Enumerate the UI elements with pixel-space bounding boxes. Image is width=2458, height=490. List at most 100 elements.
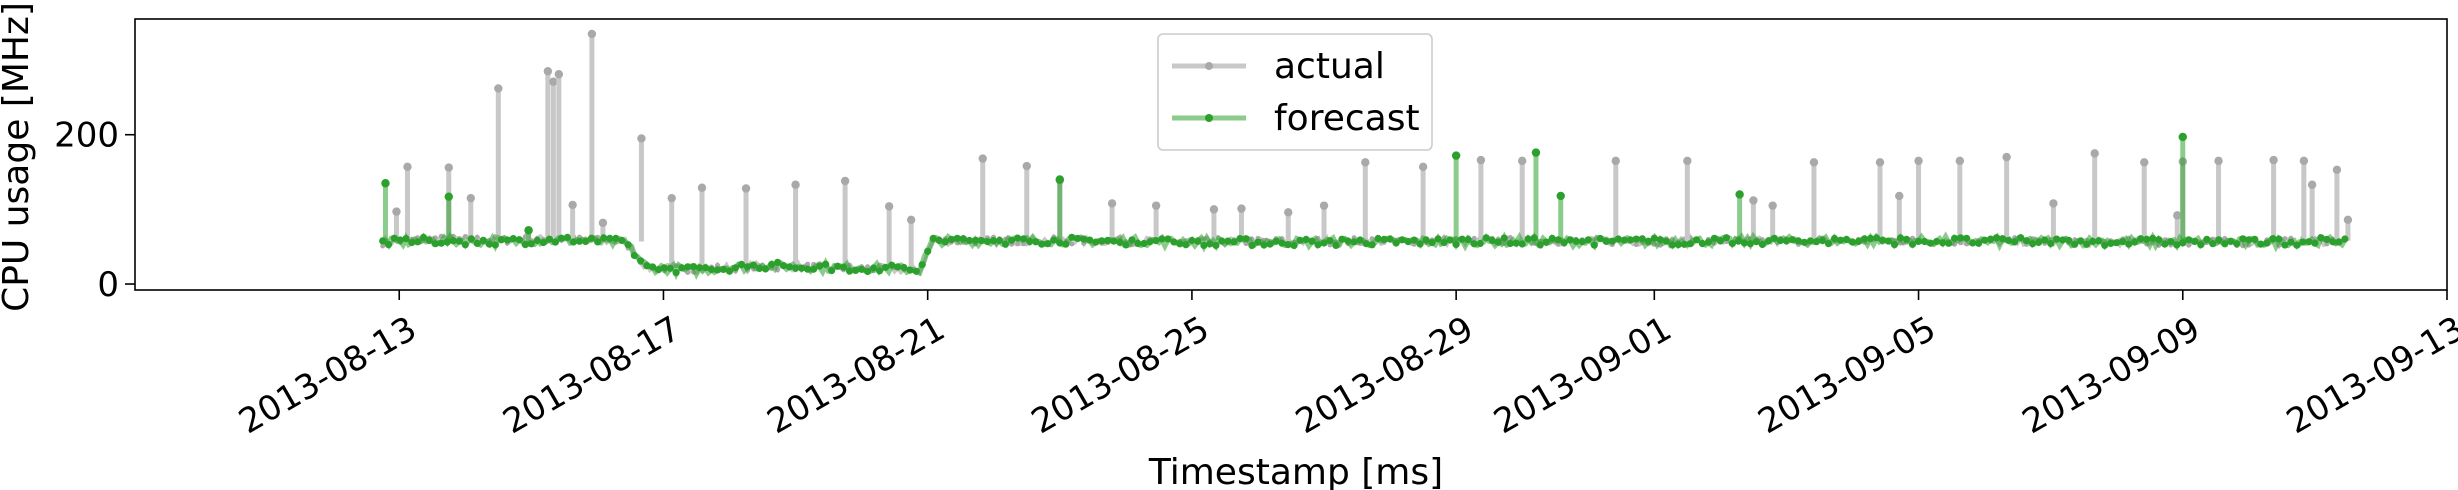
series-forecast-baseline-point — [1068, 233, 1076, 241]
series-layer — [379, 29, 2353, 281]
series-forecast-baseline-point — [2059, 236, 2067, 244]
series-forecast-baseline-point — [1062, 240, 1070, 248]
series-forecast-baseline-point — [1362, 240, 1370, 248]
series-forecast-baseline-point — [618, 236, 626, 245]
series-forecast-baseline-point — [588, 234, 596, 242]
series-forecast-baseline-point — [1128, 236, 1136, 244]
series-forecast-baseline-point — [2197, 241, 2205, 249]
series-forecast-baseline-point — [1152, 237, 1160, 245]
series-forecast-baseline-point — [1656, 236, 1664, 244]
series-forecast-baseline-point — [2227, 237, 2235, 245]
series-forecast-spike-point — [1451, 151, 1461, 160]
series-forecast-baseline-point — [1536, 241, 1544, 249]
series-actual-spike-point — [392, 207, 401, 216]
series-forecast-baseline-point — [816, 262, 824, 270]
series-actual-baseline-point — [462, 234, 468, 239]
series-forecast-baseline-point — [1644, 237, 1652, 245]
series-forecast-baseline-point — [1626, 236, 1634, 244]
series-forecast-baseline-point — [2305, 238, 2313, 246]
series-forecast-baseline-point — [1398, 236, 1406, 244]
series-forecast-baseline-point — [1320, 239, 1328, 247]
series-actual-spike-point — [2299, 156, 2309, 166]
series-forecast-baseline-point — [737, 260, 746, 268]
series-forecast-baseline-point — [1800, 238, 1808, 246]
series-forecast-baseline-point — [1176, 240, 1184, 248]
series-forecast-baseline-point — [810, 265, 818, 273]
series-forecast-baseline-point — [1638, 235, 1646, 243]
series-forecast-baseline-point — [521, 241, 529, 249]
series-forecast-baseline-point — [1884, 237, 1893, 245]
series-forecast-baseline-point — [1920, 237, 1929, 246]
series-forecast-baseline-point — [695, 264, 704, 272]
series-forecast-baseline-point — [2125, 240, 2133, 248]
series-actual-baseline-point — [1015, 241, 1021, 247]
series-forecast-baseline-point — [1824, 240, 1833, 248]
series-forecast-baseline-point — [455, 237, 463, 245]
series-forecast-baseline-point — [1020, 235, 1028, 243]
series-forecast-baseline-point — [1836, 236, 1845, 244]
series-forecast-baseline-point — [1488, 236, 1496, 245]
series-forecast-baseline-point — [408, 238, 416, 247]
series-forecast-spike-point — [1556, 191, 1565, 201]
series-forecast-baseline-point — [2335, 238, 2343, 246]
series-forecast-baseline-point — [624, 241, 632, 249]
series-forecast-baseline-point — [1518, 240, 1526, 248]
x-tick-label: 2013-08-17 — [496, 309, 687, 442]
series-actual-spike-point — [549, 77, 558, 86]
series-forecast-baseline-point — [431, 240, 439, 248]
series-forecast-baseline-point — [503, 236, 511, 244]
series-forecast-baseline-point — [2173, 241, 2181, 249]
series-forecast-baseline-point — [1116, 238, 1124, 246]
series-forecast-baseline-point — [725, 267, 734, 275]
series-forecast-baseline-point — [1494, 238, 1502, 246]
series-forecast-baseline-point — [2161, 240, 2169, 248]
series-forecast-baseline-point — [1848, 238, 1857, 246]
series-actual-spike-point — [791, 180, 800, 189]
series-forecast-baseline-point — [425, 236, 433, 244]
series-forecast-baseline-point — [1951, 234, 1959, 242]
series-forecast-baseline-point — [1122, 241, 1130, 249]
series-forecast-baseline-point — [1230, 238, 1238, 246]
series-forecast-baseline-point — [1080, 235, 1088, 243]
series-actual-baseline-point — [1069, 241, 1075, 247]
series-forecast-baseline-point — [1001, 240, 1010, 248]
series-forecast-baseline-point — [731, 264, 740, 272]
series-forecast-baseline-point — [1975, 239, 1983, 247]
series-actual-spike-point — [906, 215, 916, 225]
series-forecast-baseline-point — [1248, 241, 1256, 250]
series-forecast-baseline-point — [1458, 235, 1466, 243]
series-forecast-baseline-point — [852, 266, 860, 274]
series-forecast-baseline-point — [1302, 235, 1310, 244]
series-forecast-baseline-point — [1812, 238, 1821, 246]
series-forecast-baseline-point — [497, 236, 505, 244]
series-forecast-baseline-point — [1104, 236, 1112, 244]
series-forecast-baseline-point — [449, 237, 457, 245]
series-actual-spike-point — [403, 162, 412, 172]
series-forecast-baseline-point — [509, 235, 517, 243]
x-tick-label: 2013-09-01 — [1487, 309, 1678, 442]
series-actual-spike-point — [444, 163, 453, 172]
series-forecast-baseline-point — [1260, 241, 1268, 249]
series-forecast-baseline-point — [557, 234, 566, 242]
series-actual-spike-point — [2269, 155, 2278, 165]
series-forecast-baseline-point — [1650, 234, 1658, 242]
series-forecast-baseline-point — [1933, 237, 1941, 246]
series-forecast-baseline-point — [461, 241, 469, 249]
series-forecast-baseline-point — [384, 241, 393, 249]
series-forecast-baseline-point — [2011, 238, 2019, 246]
series-forecast-baseline-point — [649, 263, 657, 271]
series-forecast-baseline-point — [2071, 240, 2079, 248]
series-forecast-baseline-point — [606, 234, 614, 242]
series-forecast-baseline-point — [2041, 236, 2049, 244]
series-forecast-baseline-point — [941, 238, 949, 246]
series-forecast-baseline-point — [479, 236, 487, 244]
series-forecast-baseline-point — [1344, 237, 1352, 245]
series-forecast-baseline-point — [2275, 235, 2283, 243]
series-forecast-baseline-point — [1464, 236, 1472, 244]
series-actual-spike-point — [1022, 161, 1031, 171]
series-forecast-baseline-point — [1776, 237, 1784, 245]
series-forecast-baseline-point — [1110, 237, 1118, 245]
series-forecast-baseline-point — [1794, 237, 1802, 245]
series-actual-spike-point — [2090, 149, 2099, 158]
series-forecast-baseline-point — [1164, 235, 1172, 243]
